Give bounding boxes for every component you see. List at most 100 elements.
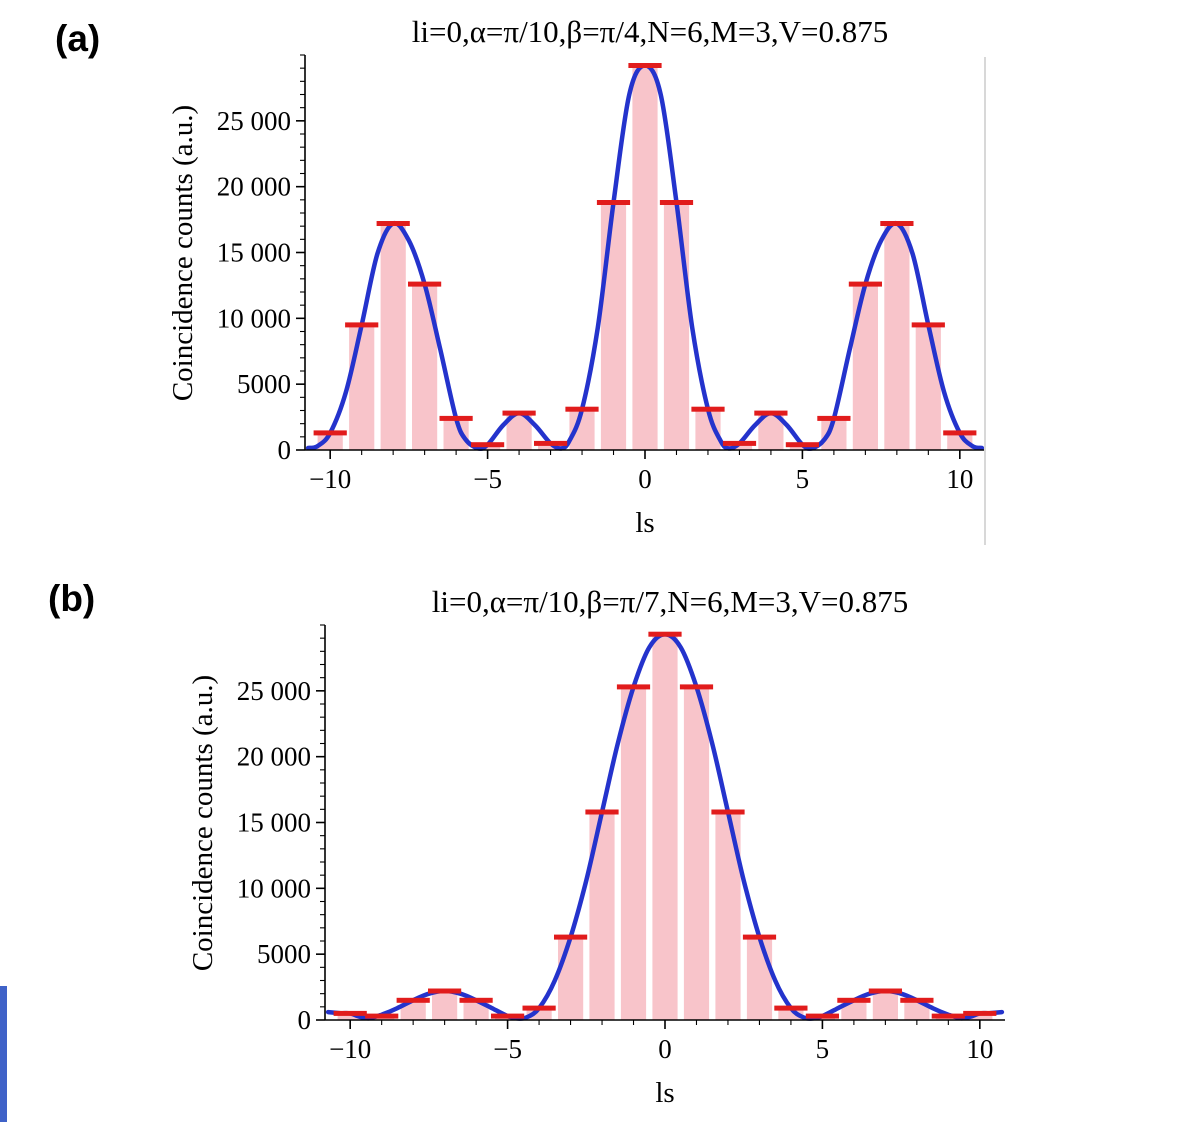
error-cap [722, 440, 757, 446]
histogram-bar [620, 686, 647, 1020]
chart-a: li=0,α=π/10,β=π/4,N=6,M=3,V=0.875 Coinci… [167, 14, 985, 539]
histogram-bar [600, 202, 627, 450]
error-cap [616, 684, 651, 690]
error-cap [785, 442, 819, 448]
error-cap [963, 1010, 997, 1016]
histogram-bar [538, 443, 564, 450]
error-cap [345, 322, 379, 328]
error-cap [585, 809, 619, 815]
panel-label-b: (b) [48, 578, 96, 619]
histogram-bar [558, 937, 584, 1020]
error-cap [459, 997, 493, 1003]
chart-b-xlabel: ls [655, 1077, 674, 1109]
error-cap [742, 934, 777, 940]
chart-a-xlabel: ls [635, 507, 654, 539]
histogram-bar [967, 1013, 993, 1020]
y-tick-label: 0 [278, 435, 292, 465]
histogram-bar [317, 432, 343, 450]
histogram-bar [632, 65, 658, 450]
histogram-bar [663, 202, 690, 450]
error-cap [554, 934, 588, 940]
error-cap [943, 430, 977, 436]
y-tick-label: 5000 [257, 939, 311, 969]
error-cap [333, 1010, 367, 1016]
chart-b-plot-area: −10 −5 0 5 10 0 5000 10 000 15 000 20 000 25 000 [237, 624, 1005, 1064]
chart-b: li=0,α=π/10,β=π/7,N=6,M=3,V=0.875 Coinci… [187, 584, 1005, 1109]
x-tick-label: −10 [329, 1034, 371, 1064]
error-cap [711, 809, 745, 815]
x-tick-label: −10 [309, 464, 351, 494]
chart-a-ylabel: Coincidence counts (a.u.) [167, 105, 199, 401]
error-cap [313, 430, 347, 436]
y-tick-label: 20 000 [217, 172, 291, 202]
histogram-bar [915, 324, 941, 450]
error-cap [848, 281, 882, 287]
histogram-bar [412, 284, 438, 450]
x-tick-label: 5 [796, 464, 810, 494]
error-cap [491, 1013, 525, 1019]
x-tick-label: 0 [658, 1034, 672, 1064]
histogram-bar [852, 284, 878, 450]
histogram-bar [726, 443, 753, 450]
histogram-bar [652, 634, 678, 1020]
error-cap [868, 988, 902, 994]
y-tick-label: 25 000 [237, 676, 311, 706]
x-tick-label: −5 [493, 1034, 522, 1064]
error-cap [428, 988, 462, 994]
error-cap [596, 200, 631, 205]
y-tick-label: 10 000 [217, 303, 291, 333]
error-cap [534, 440, 568, 446]
x-tick-label: 0 [638, 464, 652, 494]
y-tick-label: 10 000 [237, 873, 311, 903]
error-cap [817, 415, 851, 421]
chart-a-plot-area: −10 −5 0 5 10 0 5000 10 000 15 000 20 000 25 000 [217, 54, 985, 494]
histogram-bar [349, 324, 375, 450]
error-cap [880, 221, 914, 226]
y-tick-label: 20 000 [237, 742, 311, 772]
error-cap [628, 63, 662, 68]
chart-a-title: li=0,α=π/10,β=π/4,N=6,M=3,V=0.875 [412, 14, 889, 49]
error-cap [931, 1013, 965, 1019]
error-cap [754, 410, 788, 416]
histogram-bar [526, 1008, 552, 1020]
error-cap [396, 997, 430, 1003]
error-cap [774, 1005, 808, 1011]
page-edge-strip [0, 986, 7, 1122]
error-cap [837, 997, 871, 1003]
x-tick-label: 10 [946, 464, 973, 494]
error-cap [376, 221, 410, 226]
chart-b-ylabel: Coincidence counts (a.u.) [187, 675, 219, 971]
error-cap [408, 281, 442, 287]
x-tick-label: 5 [816, 1034, 830, 1064]
error-cap [439, 415, 473, 421]
histogram-bar [884, 223, 910, 450]
y-tick-label: 0 [298, 1005, 312, 1035]
y-tick-label: 25 000 [217, 106, 291, 136]
histogram-bar [872, 991, 898, 1020]
y-tick-label: 15 000 [217, 238, 291, 268]
error-cap [911, 322, 945, 328]
histogram-bar [380, 223, 406, 450]
histogram-bar [947, 432, 973, 450]
error-cap [659, 200, 694, 205]
x-tick-label: −5 [473, 464, 502, 494]
error-cap [648, 631, 682, 637]
panel-label-a: (a) [55, 18, 101, 59]
error-cap [522, 1005, 556, 1011]
error-cap [471, 442, 505, 448]
error-cap [805, 1013, 839, 1019]
error-cap [900, 997, 934, 1003]
y-tick-label: 5000 [237, 369, 291, 399]
error-cap [365, 1013, 399, 1019]
x-tick-label: 10 [966, 1034, 993, 1064]
error-cap [691, 406, 725, 412]
histogram-bar [683, 686, 710, 1020]
histogram-bar [337, 1013, 363, 1020]
y-tick-label: 15 000 [237, 808, 311, 838]
error-cap [502, 410, 536, 416]
frame-edge-line [984, 57, 986, 545]
histogram-bar [746, 937, 773, 1020]
error-cap [565, 406, 599, 412]
error-cap [679, 684, 714, 690]
